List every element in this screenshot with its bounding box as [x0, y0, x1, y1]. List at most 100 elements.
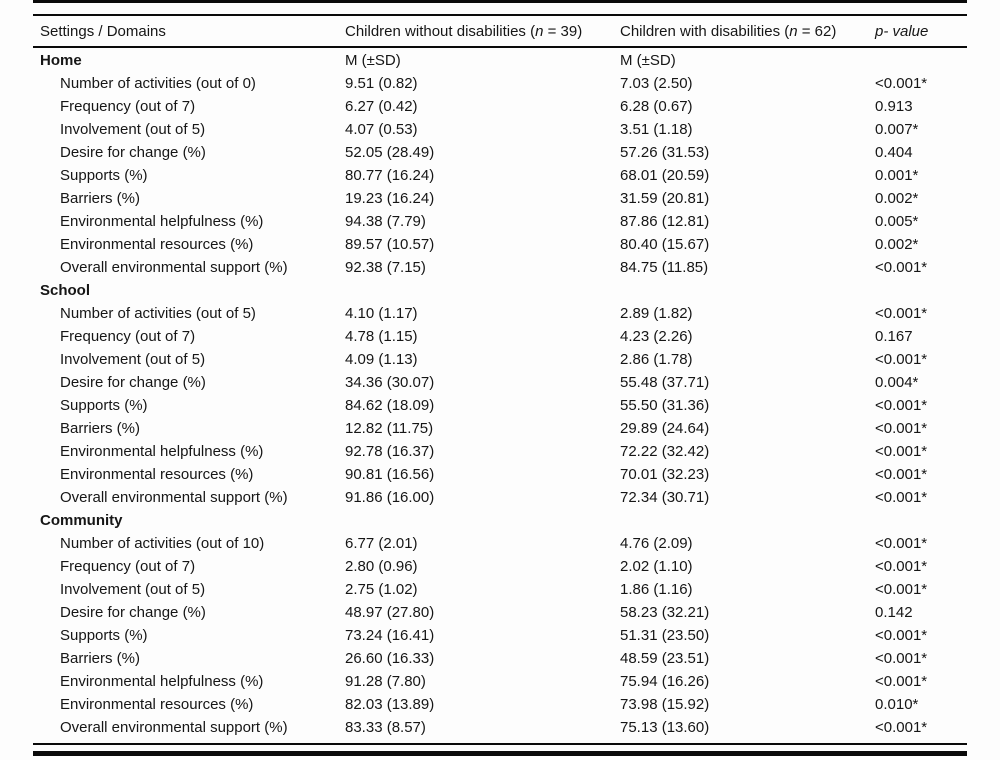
stat-cell: 2.80 (0.96): [345, 558, 418, 575]
row-label: Environmental resources (%): [60, 466, 254, 483]
row-label: Overall environmental support (%): [60, 719, 288, 736]
stat-cell: 31.59 (20.81): [620, 190, 710, 207]
stat-cell: 4.23 (2.26): [620, 328, 693, 345]
stat-cell: 9.51 (0.82): [345, 75, 418, 92]
stat-cell: [345, 279, 620, 302]
stat-cell: 3.51 (1.18): [620, 121, 693, 138]
p-value-cell: <0.001*: [875, 420, 928, 437]
row-label: Frequency (out of 7): [60, 98, 196, 115]
column-header-p-value: p- value: [875, 22, 929, 40]
row-label: Involvement (out of 5): [60, 121, 206, 138]
stat-cell: 94.38 (7.79): [345, 213, 426, 230]
row-label: Desire for change (%): [60, 144, 206, 161]
row-label: Environmental resources (%): [60, 236, 254, 253]
stat-cell: 29.89 (24.64): [620, 420, 710, 437]
section-row-home: Home M (±SD) M (±SD): [33, 49, 967, 72]
table-row: Barriers (%) 26.60 (16.33) 48.59 (23.51) <0…: [33, 647, 967, 670]
section-label: Home: [40, 52, 82, 69]
top-thick-rule: [33, 0, 967, 3]
stat-cell: 4.09 (1.13): [345, 351, 418, 368]
table-row: Environmental resources (%) 90.81 (16.56)…: [33, 463, 967, 486]
stat-cell: 91.86 (16.00): [345, 489, 435, 506]
stat-cell: 58.23 (32.21): [620, 604, 710, 621]
row-label: Frequency (out of 7): [60, 328, 196, 345]
p-value-cell: 0.142: [875, 604, 913, 621]
stat-cell: 4.10 (1.17): [345, 305, 418, 322]
stat-cell: 55.48 (37.71): [620, 374, 710, 391]
column-header-settings-domains: Settings / Domains: [40, 22, 166, 40]
row-label: Barriers (%): [60, 190, 141, 207]
table-row: Desire for change (%) 52.05 (28.49) 57.26 …: [33, 141, 967, 164]
column-header-without-disabilities: Children without disabilities (n = 39): [345, 23, 620, 40]
row-label: Environmental helpfulness (%): [60, 213, 264, 230]
stat-cell: 34.36 (30.07): [345, 374, 435, 391]
row-label: Involvement (out of 5): [60, 581, 206, 598]
table-row: Supports (%) 80.77 (16.24) 68.01 (20.59) 0.…: [33, 164, 967, 187]
table-row: Frequency (out of 7) 4.78 (1.15) 4.23 (2.2…: [33, 325, 967, 348]
stat-cell: 80.77 (16.24): [345, 167, 435, 184]
n-symbol: n: [535, 22, 544, 40]
row-label: Environmental resources (%): [60, 696, 254, 713]
row-label: Barriers (%): [60, 650, 141, 667]
row-label: Overall environmental support (%): [60, 259, 288, 276]
row-label: Number of activities (out of 0): [60, 75, 256, 92]
table-row: Environmental helpfulness (%) 92.78 (16.3…: [33, 440, 967, 463]
p-value-cell: <0.001*: [875, 489, 928, 506]
table-row: Supports (%) 73.24 (16.41) 51.31 (23.50) <0…: [33, 624, 967, 647]
p-value-cell: [875, 509, 967, 532]
bottom-thick-rule: [33, 751, 967, 756]
p-value-cell: 0.913: [875, 98, 913, 115]
section-label: School: [40, 282, 91, 299]
stat-cell: 84.75 (11.85): [620, 259, 709, 276]
stat-cell: 52.05 (28.49): [345, 144, 435, 161]
stat-cell: 2.86 (1.78): [620, 351, 693, 368]
row-label: Supports (%): [60, 397, 148, 414]
stat-cell: 7.03 (2.50): [620, 75, 693, 92]
stat-cell: 4.07 (0.53): [345, 121, 418, 138]
table-row: Environmental resources (%) 82.03 (13.89)…: [33, 693, 967, 716]
stat-cell: 51.31 (23.50): [620, 627, 710, 644]
p-value-cell: <0.001*: [875, 627, 928, 644]
section-label: Community: [40, 512, 123, 529]
table-row: Involvement (out of 5) 4.07 (0.53) 3.51 (1…: [33, 118, 967, 141]
stat-cell: 12.82 (11.75): [345, 420, 434, 437]
p-value-cell: [875, 49, 967, 72]
stat-cell: 26.60 (16.33): [345, 650, 435, 667]
p-value-cell: 0.002*: [875, 236, 919, 253]
header-separator-rule: [33, 46, 967, 48]
table-header-row: Settings / Domains Children without disa…: [33, 16, 967, 46]
header-text: = 39): [543, 22, 583, 40]
table-row: Number of activities (out of 0) 9.51 (0.8…: [33, 72, 967, 95]
stat-cell: 73.24 (16.41): [345, 627, 435, 644]
table-row: Frequency (out of 7) 2.80 (0.96) 2.02 (1.1…: [33, 555, 967, 578]
p-value-cell: <0.001*: [875, 397, 928, 414]
stat-cell: 83.33 (8.57): [345, 719, 426, 736]
p-value-cell: 0.167: [875, 328, 913, 345]
p-value-cell: <0.001*: [875, 673, 928, 690]
p-value-cell: 0.005*: [875, 213, 919, 230]
header-text: = 62): [797, 22, 837, 40]
stat-cell: 2.75 (1.02): [345, 581, 418, 598]
stat-cell: 90.81 (16.56): [345, 466, 435, 483]
p-value-cell: <0.001*: [875, 558, 928, 575]
stat-cell: 91.28 (7.80): [345, 673, 426, 690]
p-value-cell: 0.007*: [875, 121, 919, 138]
stat-cell: 4.76 (2.09): [620, 535, 693, 552]
table-body: Home M (±SD) M (±SD) Number of activities (…: [33, 49, 967, 739]
stat-cell: 84.62 (18.09): [345, 397, 435, 414]
table-row: Environmental resources (%) 89.57 (10.57)…: [33, 233, 967, 256]
table-row: Overall environmental support (%) 83.33 (…: [33, 716, 967, 739]
stat-cell: 55.50 (31.36): [620, 397, 710, 414]
table-row: Environmental helpfulness (%) 91.28 (7.80…: [33, 670, 967, 693]
header-text: Children without disabilities (: [345, 22, 536, 40]
p-value-cell: <0.001*: [875, 305, 928, 322]
p-value-cell: 0.004*: [875, 374, 919, 391]
stat-cell: 19.23 (16.24): [345, 190, 435, 207]
table-row: Frequency (out of 7) 6.27 (0.42) 6.28 (0.6…: [33, 95, 967, 118]
stat-cell: 2.02 (1.10): [620, 558, 693, 575]
p-value-cell: <0.001*: [875, 535, 928, 552]
p-value-cell: [875, 279, 967, 302]
stat-cell: 4.78 (1.15): [345, 328, 418, 345]
bottom-thin-rule: [33, 743, 967, 745]
table-row: Involvement (out of 5) 2.75 (1.02) 1.86 (1…: [33, 578, 967, 601]
